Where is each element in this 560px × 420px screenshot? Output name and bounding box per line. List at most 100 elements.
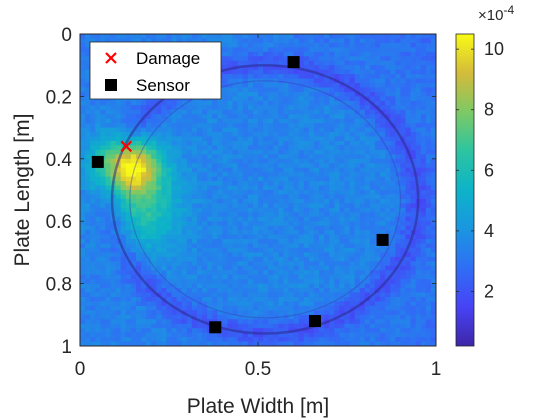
heatmap-cell [237, 167, 244, 173]
heatmap-cell [237, 247, 244, 253]
heatmap-cell [405, 163, 412, 169]
heatmap-cell [242, 96, 249, 102]
heatmap-cell [258, 65, 264, 71]
heatmap-cell [293, 185, 300, 191]
heatmap-cell [308, 279, 315, 285]
heatmap-cell [405, 203, 412, 209]
heatmap-cell [298, 132, 305, 138]
heatmap-cell [171, 225, 178, 231]
heatmap-cell [303, 34, 310, 40]
heatmap-cell [186, 132, 193, 138]
heatmap-cell [161, 136, 168, 142]
heatmap-cell [161, 109, 168, 115]
heatmap-cell [90, 305, 96, 311]
heatmap-cell [151, 132, 157, 138]
heatmap-cell [151, 118, 157, 124]
heatmap-cell [95, 221, 101, 227]
heatmap-cell [258, 100, 264, 106]
heatmap-cell [415, 96, 422, 102]
heatmap-cell [395, 78, 401, 84]
heatmap-cell [232, 51, 239, 57]
heatmap-cell [334, 221, 340, 227]
heatmap-cell [293, 198, 300, 204]
heatmap-cell [420, 328, 427, 334]
heatmap-cell [141, 198, 147, 204]
heatmap-cell [237, 87, 244, 93]
heatmap-cell [217, 136, 223, 142]
heatmap-cell [222, 118, 229, 124]
heatmap-cell [232, 118, 239, 124]
heatmap-cell [329, 332, 335, 338]
heatmap-cell [354, 243, 361, 249]
heatmap-cell [166, 328, 173, 334]
heatmap-cell [110, 109, 117, 115]
heatmap-cell [369, 176, 376, 182]
heatmap-cell [130, 181, 137, 187]
heatmap-cell [344, 265, 351, 271]
heatmap-cell [303, 176, 310, 182]
heatmap-cell [324, 203, 330, 209]
heatmap-cell [227, 243, 234, 249]
heatmap-cell [359, 136, 366, 142]
heatmap-cell [420, 270, 427, 276]
heatmap-cell [273, 163, 279, 169]
heatmap-cell [268, 247, 274, 253]
heatmap-cell [430, 305, 436, 311]
heatmap-cell [359, 198, 366, 204]
heatmap-cell [415, 114, 422, 120]
heatmap-cell [405, 323, 412, 329]
heatmap-cell [308, 158, 315, 164]
heatmap-cell [293, 109, 300, 115]
heatmap-cell [247, 91, 254, 97]
heatmap-cell [313, 100, 320, 106]
heatmap-cell [85, 256, 91, 262]
heatmap-cell [283, 38, 290, 44]
heatmap-cell [349, 328, 356, 334]
heatmap-cell [344, 172, 351, 178]
heatmap-cell [151, 123, 157, 129]
heatmap-cell [156, 149, 162, 155]
heatmap-cell [339, 332, 346, 338]
heatmap-cell [278, 221, 285, 227]
heatmap-cell [191, 163, 198, 169]
heatmap-cell [90, 310, 96, 316]
heatmap-cell [415, 247, 422, 253]
heatmap-cell [85, 87, 91, 93]
heatmap-cell [146, 212, 152, 218]
heatmap-cell [420, 216, 427, 222]
heatmap-cell [176, 265, 183, 271]
heatmap-cell [217, 221, 223, 227]
heatmap-cell [430, 203, 436, 209]
heatmap-cell [415, 319, 422, 325]
heatmap-cell [181, 252, 188, 258]
heatmap-cell [308, 274, 315, 280]
heatmap-cell [298, 118, 305, 124]
heatmap-cell [395, 234, 401, 240]
heatmap-cell [227, 305, 234, 311]
heatmap-cell [95, 243, 101, 249]
heatmap-cell [247, 42, 254, 48]
heatmap-cell [293, 261, 300, 267]
heatmap-cell [430, 38, 436, 44]
heatmap-cell [90, 319, 96, 325]
heatmap-cell [283, 337, 290, 343]
heatmap-cell [273, 56, 279, 62]
heatmap-cell [115, 198, 122, 204]
heatmap-cell [313, 149, 320, 155]
heatmap-cell [161, 256, 168, 262]
heatmap-cell [308, 51, 315, 57]
heatmap-cell [171, 34, 178, 40]
heatmap-cell [400, 185, 407, 191]
heatmap-cell [130, 283, 137, 289]
heatmap-cell [85, 305, 91, 311]
heatmap-cell [156, 274, 162, 280]
heatmap-cell [232, 252, 239, 258]
heatmap-cell [334, 181, 340, 187]
heatmap-cell [125, 38, 132, 44]
heatmap-cell [395, 203, 401, 209]
heatmap-cell [374, 305, 381, 311]
heatmap-cell [110, 198, 117, 204]
heatmap-cell [354, 310, 361, 316]
heatmap-cell [252, 243, 259, 249]
heatmap-cell [430, 105, 436, 111]
